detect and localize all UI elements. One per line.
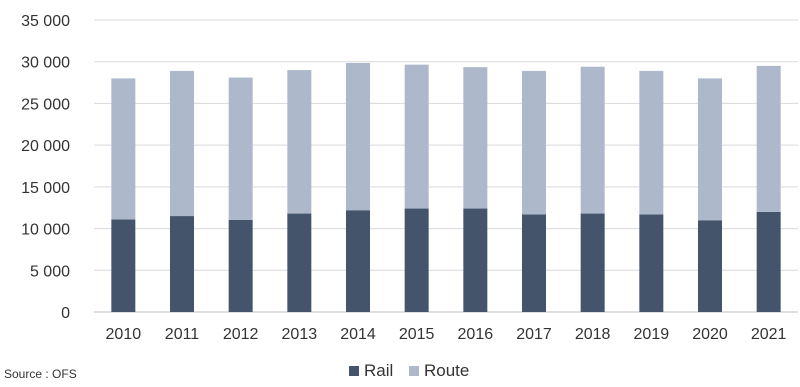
- x-tick-label: 2010: [106, 326, 142, 343]
- legend: Rail Route: [349, 361, 469, 380]
- x-tick-label: 2020: [692, 326, 728, 343]
- x-tick-label: 2018: [575, 326, 611, 343]
- x-tick-label: 2017: [516, 326, 552, 343]
- y-tick-label: 10 000: [21, 222, 70, 239]
- bar-rail-2012: [228, 219, 253, 312]
- bar-route-2015: [404, 64, 429, 209]
- bar-rail-2017: [522, 214, 546, 312]
- bar-route-2012: [228, 77, 253, 220]
- bar-rail-2016: [463, 208, 488, 312]
- source-note: Source : OFS: [4, 367, 77, 381]
- bar-route-2018: [580, 66, 605, 214]
- bar-rail-2011: [170, 216, 194, 312]
- y-tick-label: 15 000: [21, 180, 70, 197]
- x-axis-ticks: 2010 2011 2012 2013 2014 2015 2016 2017 2018 2019…: [106, 326, 787, 343]
- y-tick-label: 20 000: [21, 138, 70, 155]
- legend-swatch-route: [409, 366, 419, 376]
- x-tick-label: 2012: [223, 326, 259, 343]
- bar-route-2013: [287, 70, 312, 214]
- x-tick-label: 2015: [399, 326, 435, 343]
- bar-route-2021: [756, 65, 781, 212]
- x-tick-label: 2013: [282, 326, 318, 343]
- bar-rail-2019: [639, 214, 664, 312]
- legend-label-rail: Rail: [364, 361, 393, 380]
- x-tick-label: 2016: [458, 326, 494, 343]
- bar-route-2016: [463, 67, 488, 209]
- y-tick-label: 35 000: [21, 13, 70, 30]
- bar-route-2020: [698, 78, 722, 221]
- gridlines: [94, 19, 798, 313]
- x-tick-label: 2021: [751, 326, 787, 343]
- bar-route-2019: [639, 70, 664, 215]
- legend-label-route: Route: [424, 361, 469, 380]
- bar-rail-2010: [111, 219, 136, 312]
- bar-route-2014: [346, 62, 370, 211]
- y-tick-label: 25 000: [21, 96, 70, 113]
- y-tick-label: 5 000: [30, 263, 70, 280]
- bar-route-2010: [111, 78, 136, 220]
- bar-route-2011: [170, 70, 194, 217]
- legend-swatch-rail: [349, 366, 359, 376]
- bar-rail-2020: [698, 220, 722, 312]
- y-axis-ticks: 0 5 000 10 000 15 000 20 000 25 000 30 000 35 0…: [21, 13, 70, 322]
- x-tick-label: 2014: [340, 326, 376, 343]
- bar-rail-2021: [756, 211, 781, 312]
- x-tick-label: 2019: [634, 326, 670, 343]
- bars: [111, 62, 781, 312]
- bar-rail-2018: [580, 213, 605, 312]
- y-tick-label: 0: [61, 305, 70, 322]
- bar-route-2017: [522, 70, 546, 215]
- bar-rail-2015: [404, 208, 429, 312]
- bar-rail-2014: [346, 210, 370, 312]
- x-tick-label: 2011: [165, 326, 200, 343]
- y-tick-label: 30 000: [21, 55, 70, 72]
- bar-rail-2013: [287, 213, 312, 312]
